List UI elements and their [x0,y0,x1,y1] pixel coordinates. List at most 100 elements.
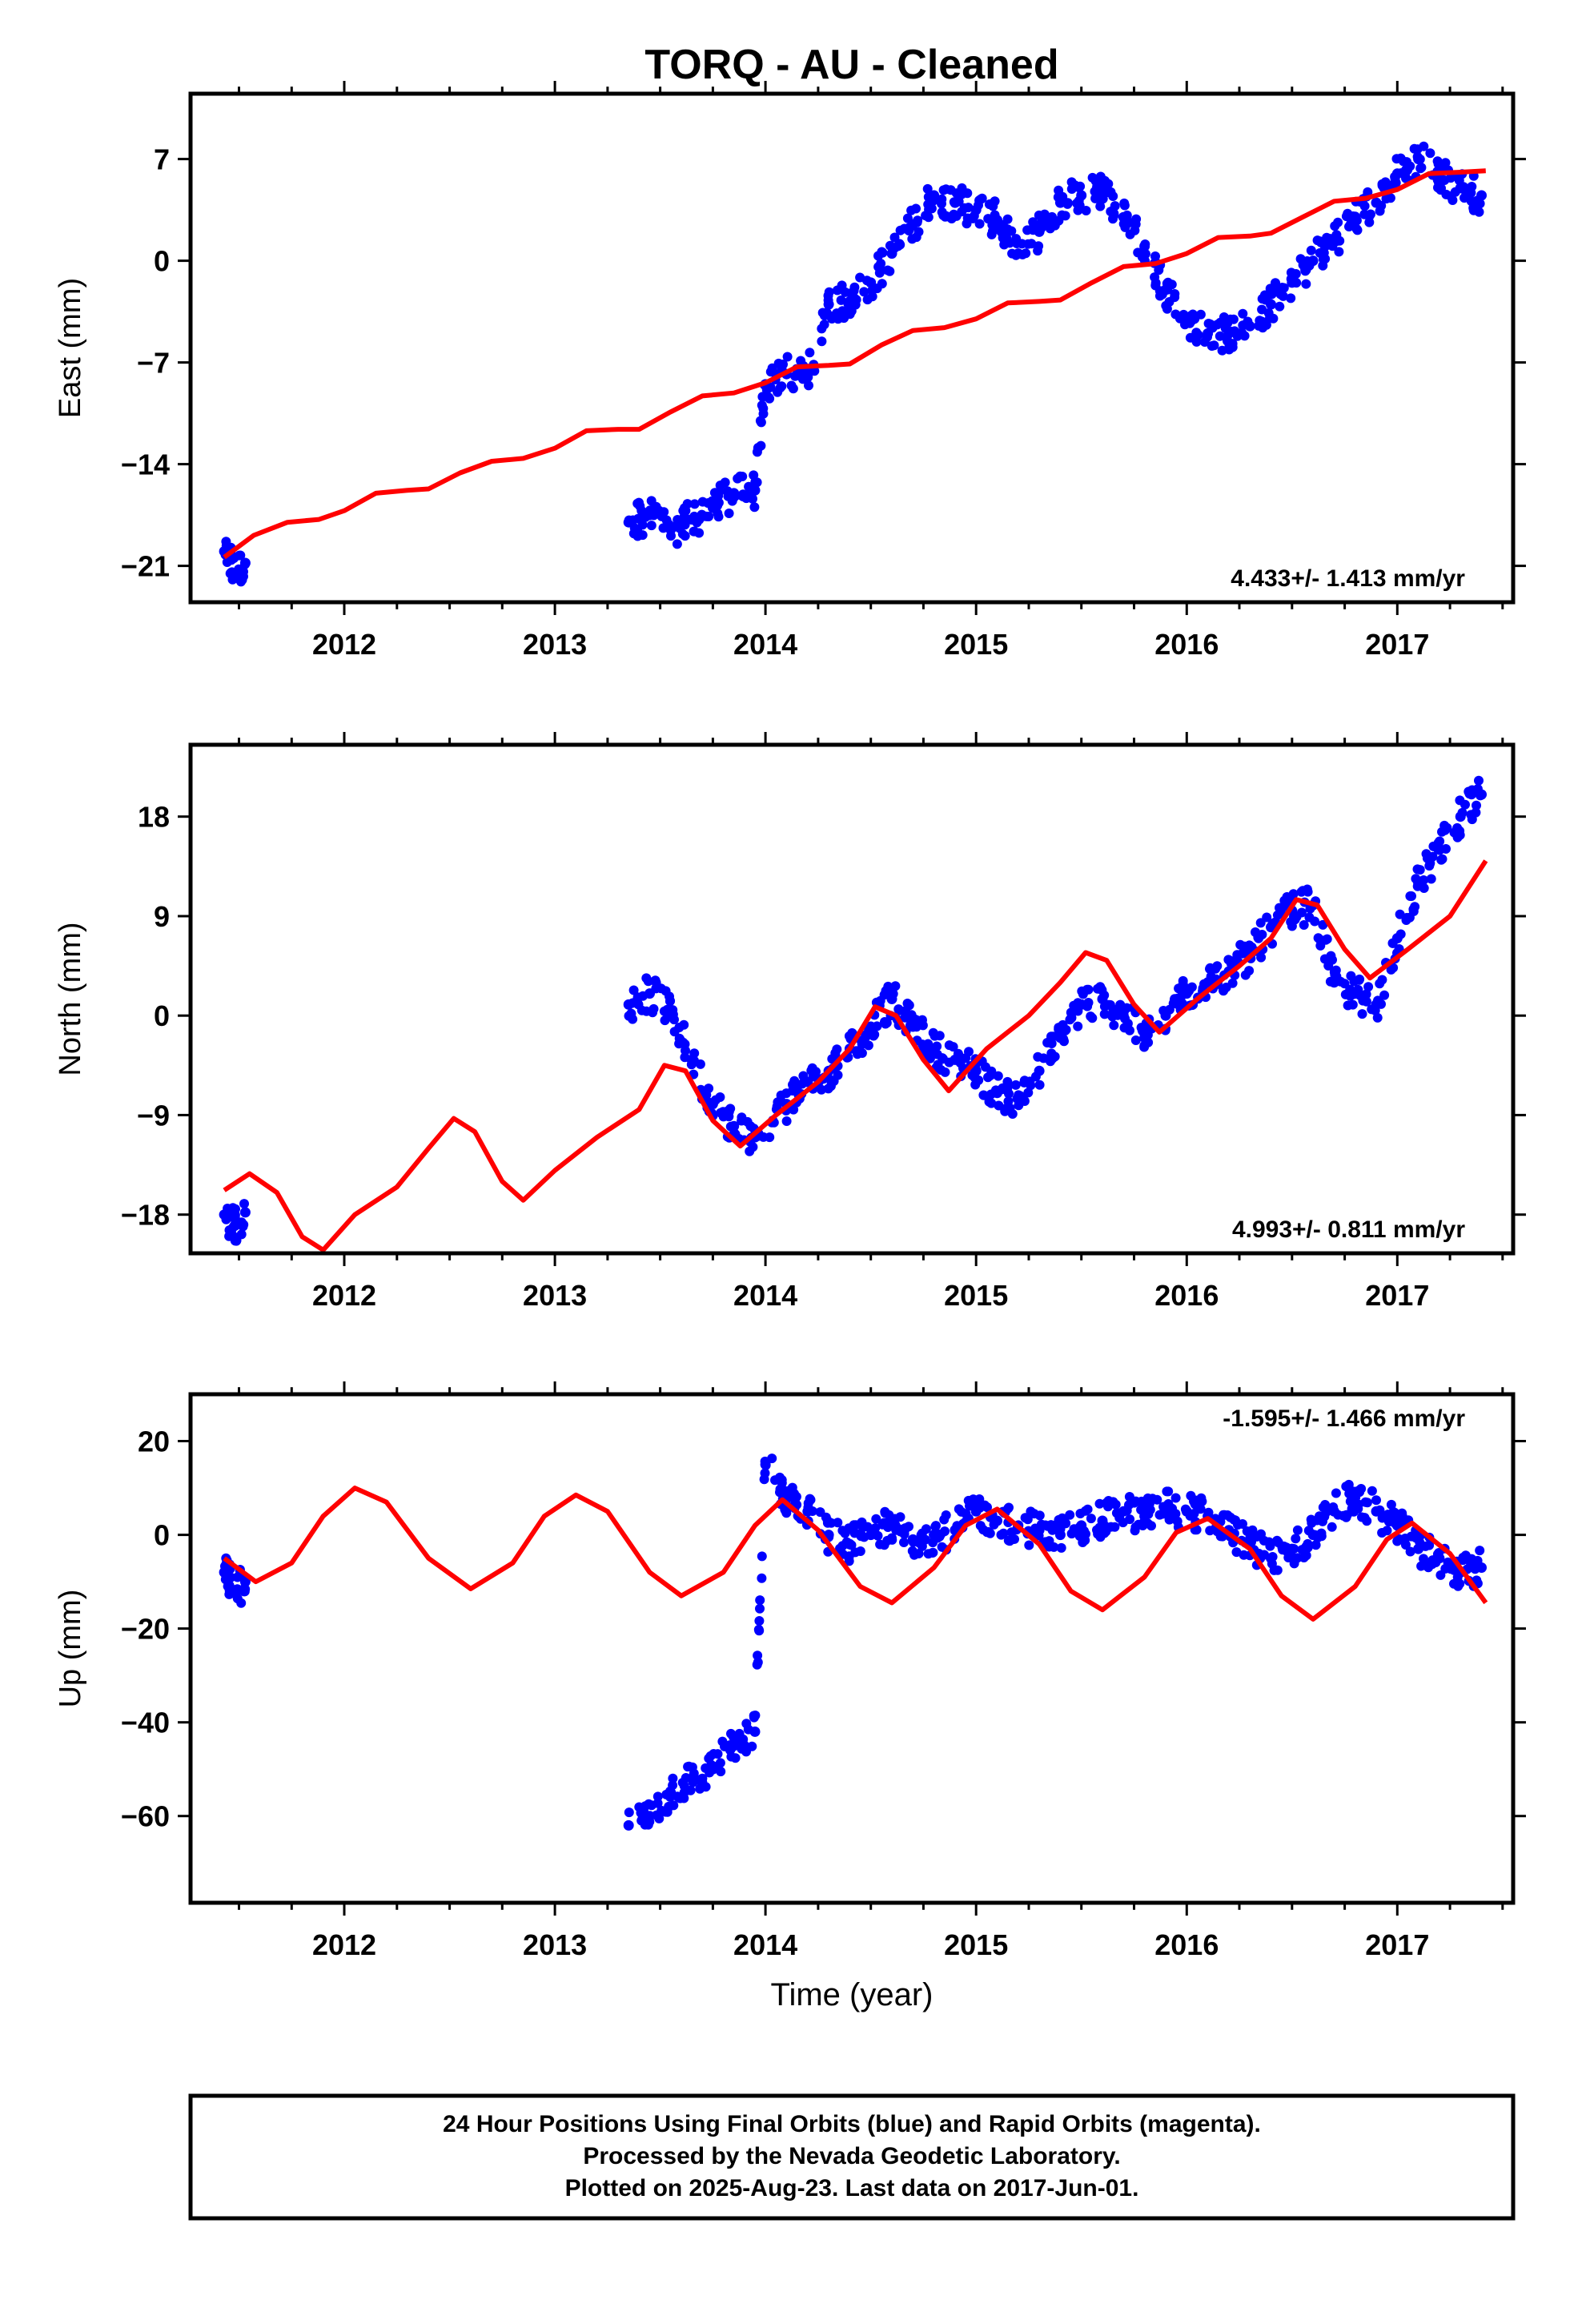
observation-point [1110,1522,1120,1532]
observation-point [1212,961,1223,971]
observation-point [1319,241,1330,251]
x-tick-label: 2012 [312,628,376,661]
observation-point [660,1015,670,1026]
observation-point [805,1494,815,1504]
observation-point [235,550,246,561]
observation-point [781,1508,792,1518]
observation-point [1255,316,1265,326]
rate-label: 4.993+/- 0.811 mm/yr [1232,1216,1465,1243]
observation-point [1217,1531,1227,1542]
observation-point [1289,1544,1299,1554]
observation-point [624,1807,634,1818]
observation-point [881,986,891,996]
observation-point [623,1819,634,1831]
x-tick-label: 2015 [944,1928,1008,1961]
observation-point [1162,304,1172,314]
observation-point [1209,340,1219,351]
observation-point [231,1204,240,1214]
observation-point [1301,279,1311,289]
y-tick-label: −40 [121,1707,170,1739]
observation-point [1414,154,1424,164]
observation-point [785,1492,796,1502]
observation-point [737,491,748,501]
observation-point [788,1086,797,1096]
observation-point [634,497,644,508]
observation-point [1292,1525,1303,1535]
observation-point [916,1530,926,1540]
observation-point [1426,874,1436,884]
observation-point [1081,1529,1090,1539]
observation-point [695,1783,705,1794]
observation-point [1316,1531,1327,1542]
observation-point [941,1510,951,1520]
observation-point [826,1518,837,1528]
observation-point [239,557,251,569]
observation-point [1230,326,1240,336]
observation-point [789,1076,800,1086]
observation-point [1245,1533,1255,1543]
rate-label: 4.433+/- 1.413 mm/yr [1231,565,1465,592]
observation-point [1315,247,1325,258]
observation-point [755,1603,765,1614]
observation-point [1099,990,1110,1000]
y-tick-label: 18 [138,801,170,834]
observation-point [1386,1499,1396,1510]
observation-point [1168,999,1178,1008]
observation-point [637,520,648,530]
observation-point [802,372,813,383]
observation-point [829,1076,839,1086]
observation-point [1434,1553,1445,1564]
observation-point [239,1199,249,1209]
observation-point [1322,934,1332,944]
observation-point [1003,1535,1014,1546]
observation-point [236,1229,247,1240]
observation-point [1441,844,1451,854]
x-tick-label: 2015 [944,1279,1008,1312]
observation-point [757,400,767,411]
x-tick-label: 2014 [733,628,797,661]
observation-point [1004,1502,1014,1513]
observation-point [1401,915,1411,925]
observation-point [1034,1510,1045,1521]
observation-point [1357,1009,1367,1019]
observation-point [1002,1076,1013,1087]
observation-point [1356,991,1367,1001]
observation-point [1109,1020,1119,1031]
observation-point [1366,209,1375,219]
observation-point [636,505,647,516]
observation-point [1259,290,1270,300]
observation-point [738,1734,749,1744]
observation-point [929,195,939,205]
observation-point [805,348,815,358]
observation-point [1271,278,1280,288]
observation-point [1038,219,1049,230]
observation-point [1289,1558,1299,1569]
observation-point [1228,314,1239,324]
observation-point [1056,1542,1066,1553]
observation-point [1331,1488,1341,1498]
observation-point [1301,1542,1311,1552]
observation-point [1119,1023,1130,1033]
observation-point [804,380,813,391]
observation-point [1344,222,1354,231]
observation-point [1383,1517,1394,1527]
observation-point [1130,1526,1140,1536]
observation-point [1457,807,1468,818]
observation-point [1320,1500,1331,1510]
observation-point [757,1551,767,1562]
observation-point [993,1071,1003,1081]
observation-point [1247,942,1257,952]
observation-point [1295,254,1306,264]
observation-point [669,1027,680,1037]
observation-point [239,1576,251,1587]
x-tick-label: 2015 [944,628,1008,661]
observation-point [817,1084,826,1095]
footer-box: 24 Hour Positions Using Final Orbits (bl… [188,2093,1516,2221]
observation-point [1080,1506,1090,1516]
observation-point [827,314,837,324]
observation-point [1110,1499,1121,1510]
observation-point [628,515,638,525]
observation-point [1299,920,1309,930]
observation-point [1060,1026,1070,1035]
observation-point [899,223,909,234]
